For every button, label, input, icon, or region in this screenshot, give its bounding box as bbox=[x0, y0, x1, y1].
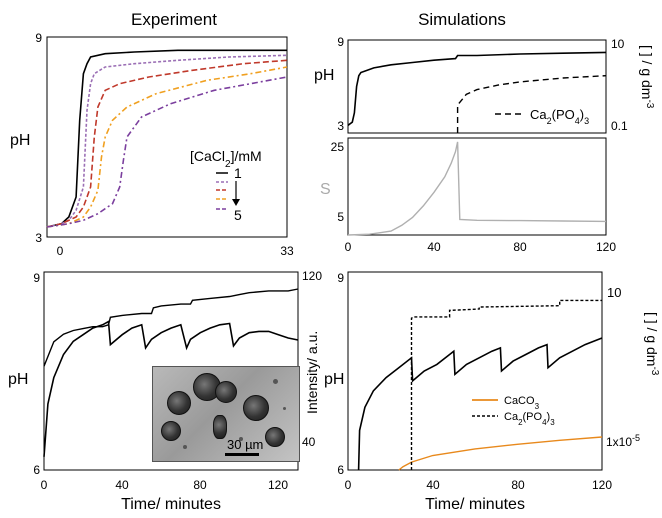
ylabel: S bbox=[320, 181, 331, 198]
series-line-experiment_bottom-0 bbox=[43, 320, 299, 457]
legend-label: CaCO3 bbox=[504, 395, 540, 411]
ytick-label: 9 bbox=[33, 271, 40, 285]
plot-area bbox=[347, 141, 607, 236]
ytick-label: 6 bbox=[33, 463, 40, 477]
scale-bar-label: 30 µm bbox=[227, 437, 264, 452]
ytick-label: 9 bbox=[337, 35, 344, 49]
scale-bar bbox=[225, 453, 259, 456]
legend: Ca2(PO4)3 bbox=[495, 107, 589, 126]
ytick-label: 6 bbox=[337, 463, 344, 477]
particle bbox=[243, 395, 269, 421]
y2tick-label: 0.1 bbox=[611, 119, 628, 133]
ytick-label: 9 bbox=[35, 31, 42, 45]
ytick-label: 25 bbox=[331, 140, 345, 154]
xtick-label: 80 bbox=[193, 478, 207, 492]
xtick-label: 80 bbox=[511, 478, 525, 492]
y2tick-label: 1x10-5 bbox=[606, 433, 640, 449]
panel-experiment-top: 9 3 0 33 pH [CaCl2]/mM 1 5 bbox=[10, 31, 294, 258]
ytick-label: 5 bbox=[337, 210, 344, 224]
ytick-label: 3 bbox=[337, 119, 344, 133]
header-experiment: Experiment bbox=[131, 10, 217, 29]
series-line-experiment_top-2 bbox=[46, 59, 288, 228]
y2label: [ ] / g dm-3 bbox=[644, 312, 661, 376]
ytick-label: 9 bbox=[337, 271, 344, 285]
series-line-simulation_top-1 bbox=[456, 75, 607, 133]
xtick-label: 0 bbox=[41, 478, 48, 492]
speck bbox=[239, 437, 243, 441]
xlabel: Time/ minutes bbox=[121, 496, 221, 513]
series-line-experiment_bottom-1 bbox=[43, 288, 299, 367]
series-line-simulation_bottom-1 bbox=[398, 436, 603, 471]
series-line-experiment_top-3 bbox=[46, 66, 288, 228]
xtick-label: 120 bbox=[596, 240, 616, 254]
ylabel: pH bbox=[324, 371, 344, 388]
ylabel: pH bbox=[314, 67, 334, 84]
particle bbox=[215, 381, 237, 403]
series-line-simulation_bottom-2 bbox=[410, 299, 602, 470]
series-line-experiment_top-0 bbox=[46, 49, 287, 228]
microscope-inset-image: 30 µm bbox=[152, 366, 300, 462]
panel-simulation-s: 25 5 0 40 80 120 S bbox=[320, 137, 616, 254]
legend-label: 1 bbox=[234, 165, 242, 181]
particle bbox=[213, 415, 227, 439]
xtick-label: 40 bbox=[115, 478, 129, 492]
speck bbox=[183, 445, 187, 449]
y2label: [ ] / g dm-3 bbox=[639, 45, 656, 109]
header-simulations: Simulations bbox=[418, 10, 506, 29]
panel-simulation-bottom: 9 6 10 1x10-5 0 40 80 120 Time/ minutes … bbox=[324, 271, 661, 513]
legend-label: 5 bbox=[234, 207, 242, 223]
ytick-label: 3 bbox=[35, 231, 42, 245]
ylabel: pH bbox=[10, 132, 30, 149]
xtick-label: 0 bbox=[345, 478, 352, 492]
y2tick-label: 120 bbox=[302, 269, 322, 283]
xtick-label: 120 bbox=[592, 478, 612, 492]
plot-area bbox=[46, 49, 288, 228]
series-line-experiment_top-4 bbox=[46, 76, 288, 228]
particle bbox=[161, 421, 181, 441]
xtick-label: 33 bbox=[280, 244, 294, 258]
legend: CaCO3 Ca2(PO4)3 bbox=[472, 395, 555, 427]
y2tick-label: 10 bbox=[611, 37, 625, 51]
legend-label: Ca2(PO4)3 bbox=[504, 411, 555, 427]
particle bbox=[167, 391, 191, 415]
panel-simulation-top: 9 3 10 0.1 pH [ ] / g dm-3 Ca2(PO4)3 bbox=[314, 35, 656, 134]
series-line-simulation_top-0 bbox=[347, 51, 607, 126]
xlabel: Time/ minutes bbox=[425, 496, 525, 513]
xtick-label: 40 bbox=[426, 478, 440, 492]
y2tick-label: 10 bbox=[607, 285, 621, 300]
plot-area bbox=[357, 299, 603, 471]
series-line-simulation_bottom-0 bbox=[357, 337, 603, 471]
speck bbox=[283, 407, 286, 410]
xtick-label: 40 bbox=[427, 240, 441, 254]
series-line-simulation_s-0 bbox=[347, 141, 607, 236]
xtick-label: 0 bbox=[57, 244, 64, 258]
y2label: Intensity/ a.u. bbox=[304, 331, 320, 414]
particle bbox=[265, 427, 285, 447]
xtick-label: 0 bbox=[345, 240, 352, 254]
legend: [CaCl2]/mM 1 5 bbox=[190, 148, 262, 223]
xtick-label: 80 bbox=[513, 240, 527, 254]
speck bbox=[273, 379, 278, 384]
plot-area bbox=[347, 51, 607, 133]
panel-experiment-bottom: 9 6 120 40 0 40 80 120 Time/ minutes pH … bbox=[8, 269, 322, 513]
ylabel: pH bbox=[8, 371, 28, 388]
legend-title: [CaCl2]/mM bbox=[190, 148, 262, 170]
legend-label: Ca2(PO4)3 bbox=[530, 107, 589, 126]
xtick-label: 120 bbox=[268, 478, 288, 492]
plot-area bbox=[43, 288, 299, 457]
y2tick-label: 40 bbox=[302, 435, 316, 449]
